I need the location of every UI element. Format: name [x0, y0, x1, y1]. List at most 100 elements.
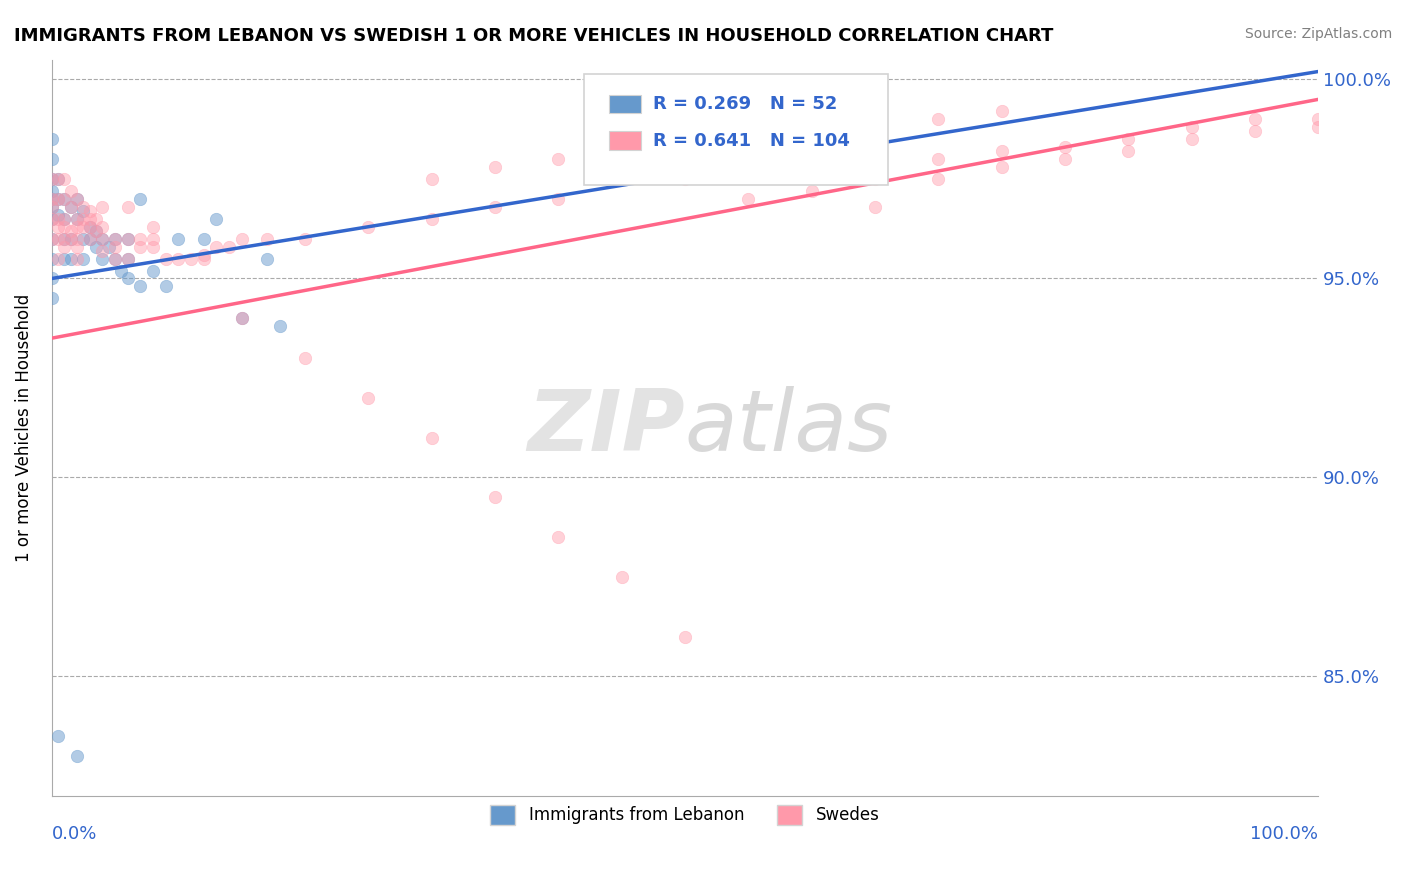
Point [294, 232, 316, 246]
Point [41, 271, 63, 285]
Point [927, 152, 949, 166]
Point [737, 124, 759, 138]
Point [59, 224, 82, 238]
Point [79, 232, 101, 246]
Point [91, 200, 114, 214]
Point [79, 219, 101, 234]
Point [53, 219, 76, 234]
Point [79, 211, 101, 226]
Point [673, 132, 696, 146]
Point [129, 232, 152, 246]
Point [610, 144, 633, 158]
Point [91, 252, 114, 266]
Text: 0.0%: 0.0% [52, 825, 97, 843]
Point [117, 252, 139, 266]
Point [66, 192, 89, 206]
Point [1243, 112, 1265, 127]
Point [167, 252, 190, 266]
Point [53, 211, 76, 226]
Point [800, 120, 823, 135]
Point [104, 252, 127, 266]
Y-axis label: 1 or more Vehicles in Household: 1 or more Vehicles in Household [15, 293, 32, 562]
Point [117, 271, 139, 285]
Point [66, 219, 89, 234]
Point [41, 192, 63, 206]
Point [59, 232, 82, 246]
Point [84, 224, 107, 238]
Point [53, 232, 76, 246]
Point [84, 240, 107, 254]
Point [79, 203, 101, 218]
Point [863, 172, 886, 186]
Point [256, 252, 278, 266]
Point [863, 200, 886, 214]
Point [46, 232, 69, 246]
Point [110, 263, 132, 277]
Text: 100.0%: 100.0% [1250, 825, 1319, 843]
Point [46, 192, 69, 206]
Point [41, 184, 63, 198]
Point [46, 211, 69, 226]
Point [46, 192, 69, 206]
Point [420, 431, 443, 445]
Point [357, 219, 380, 234]
Point [547, 530, 569, 544]
Point [193, 252, 215, 266]
Point [1308, 120, 1330, 135]
Point [117, 252, 139, 266]
Point [484, 160, 506, 174]
Point [610, 570, 633, 584]
Point [1308, 112, 1330, 127]
Point [66, 240, 89, 254]
FancyBboxPatch shape [609, 131, 641, 150]
Point [46, 172, 69, 186]
Point [59, 200, 82, 214]
Point [66, 232, 89, 246]
Point [117, 232, 139, 246]
Point [129, 240, 152, 254]
Point [41, 200, 63, 214]
Point [218, 240, 240, 254]
Point [863, 112, 886, 127]
Point [737, 192, 759, 206]
Point [97, 240, 120, 254]
Point [269, 319, 291, 334]
Point [1116, 132, 1139, 146]
Point [66, 211, 89, 226]
Point [41, 211, 63, 226]
Point [41, 232, 63, 246]
Point [72, 219, 94, 234]
Point [53, 211, 76, 226]
Point [104, 252, 127, 266]
Point [84, 211, 107, 226]
Point [117, 232, 139, 246]
Point [104, 232, 127, 246]
Point [231, 311, 253, 326]
Point [72, 203, 94, 218]
Point [72, 252, 94, 266]
Point [547, 192, 569, 206]
Point [990, 144, 1012, 158]
Point [72, 232, 94, 246]
Text: IMMIGRANTS FROM LEBANON VS SWEDISH 1 OR MORE VEHICLES IN HOUSEHOLD CORRELATION C: IMMIGRANTS FROM LEBANON VS SWEDISH 1 OR … [14, 27, 1053, 45]
Point [91, 232, 114, 246]
Point [53, 172, 76, 186]
Point [59, 232, 82, 246]
Point [41, 192, 63, 206]
FancyBboxPatch shape [583, 74, 887, 185]
Point [104, 240, 127, 254]
Point [205, 211, 228, 226]
Point [167, 232, 190, 246]
Point [41, 172, 63, 186]
Point [142, 232, 165, 246]
Point [547, 152, 569, 166]
FancyBboxPatch shape [609, 95, 641, 113]
Point [155, 252, 177, 266]
Point [256, 232, 278, 246]
Point [46, 219, 69, 234]
Point [990, 160, 1012, 174]
Point [59, 184, 82, 198]
Point [180, 252, 202, 266]
Point [129, 279, 152, 293]
Point [193, 232, 215, 246]
